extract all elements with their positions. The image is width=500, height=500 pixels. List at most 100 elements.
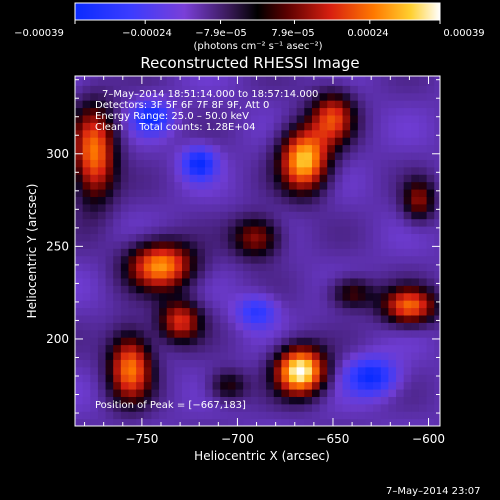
heatmap-cell: [403, 203, 412, 212]
heatmap-cell: [113, 374, 122, 383]
heatmap-cell: [327, 307, 336, 316]
heatmap-cell: [403, 396, 412, 405]
heatmap-cell: [411, 77, 420, 86]
heatmap-cell: [388, 381, 397, 390]
heatmap-cell: [396, 240, 405, 249]
heatmap-cell: [166, 114, 175, 123]
heatmap-cell: [258, 403, 267, 412]
heatmap-cell: [426, 388, 435, 397]
heatmap-cell: [235, 181, 244, 190]
heatmap-cell: [418, 196, 428, 205]
heatmap-cell: [166, 129, 175, 138]
heatmap-cell: [304, 76, 313, 79]
heatmap-cell: [97, 418, 107, 426]
heatmap-cell: [174, 77, 183, 86]
heatmap-cell: [113, 226, 122, 235]
heatmap-cell: [373, 76, 382, 79]
heatmap-cell: [227, 174, 237, 183]
heatmap-cell: [197, 107, 206, 116]
heatmap-cell: [250, 181, 260, 190]
heatmap-cell: [426, 107, 435, 116]
heatmap-cell: [304, 218, 313, 227]
heatmap-cell: [151, 388, 160, 397]
heatmap-cell: [204, 114, 214, 123]
heatmap-cell: [411, 329, 420, 338]
heatmap-cell: [388, 329, 397, 338]
heatmap-cell: [304, 240, 313, 249]
heatmap-cell: [243, 100, 252, 109]
heatmap-cell: [136, 218, 145, 227]
heatmap-cell: [258, 388, 267, 397]
heatmap-cell: [411, 277, 420, 286]
heatmap-cell: [182, 233, 191, 242]
heatmap-cell: [396, 188, 405, 197]
heatmap-cell: [411, 403, 420, 412]
heatmap-cell: [250, 196, 260, 205]
heatmap-cell: [296, 396, 305, 405]
heatmap-cell: [403, 144, 412, 153]
heatmap-cell: [143, 403, 153, 412]
heatmap-cell: [151, 137, 160, 146]
heatmap-cell: [334, 174, 344, 183]
heatmap-cell: [281, 100, 290, 109]
heatmap-cell: [365, 166, 374, 175]
heatmap-cell: [418, 403, 428, 412]
heatmap-cell: [166, 285, 175, 294]
heatmap-cell: [258, 181, 267, 190]
heatmap-cell: [289, 188, 298, 197]
heatmap-cell: [311, 270, 321, 279]
heatmap-cell: [334, 107, 344, 116]
heatmap-cell: [189, 366, 198, 375]
heatmap-cell: [357, 159, 367, 168]
heatmap-cell: [411, 374, 420, 383]
heatmap-cell: [204, 248, 214, 257]
heatmap-cell: [227, 314, 237, 323]
heatmap-cell: [250, 403, 260, 412]
heatmap-cell: [434, 144, 440, 153]
heatmap-cell: [90, 337, 99, 346]
heatmap-cell: [365, 233, 374, 242]
heatmap-cell: [136, 255, 145, 264]
heatmap-cell: [304, 270, 313, 279]
heatmap-cell: [235, 203, 244, 212]
heatmap-cell: [281, 322, 290, 331]
heatmap-cell: [174, 240, 183, 249]
heatmap-cell: [434, 263, 440, 272]
heatmap-cell: [365, 381, 374, 390]
heatmap-cell: [250, 366, 260, 375]
heatmap-cell: [418, 122, 428, 131]
heatmap-cell: [273, 388, 282, 397]
info-clean: Clean Total counts: 1.28E+04: [95, 122, 255, 133]
heatmap-cell: [350, 107, 359, 116]
heatmap-cell: [342, 322, 351, 331]
heatmap-cell: [434, 203, 440, 212]
heatmap-cell: [350, 129, 359, 138]
heatmap-cell: [182, 396, 191, 405]
heatmap-cell: [166, 196, 175, 205]
heatmap-cell: [90, 403, 99, 412]
heatmap-cell: [220, 114, 229, 123]
heatmap-cell: [380, 366, 389, 375]
chart-title: Reconstructed RHESSI Image: [140, 54, 359, 72]
heatmap-cell: [258, 122, 267, 131]
heatmap-cell: [357, 211, 367, 220]
heatmap-cell: [403, 344, 412, 353]
heatmap-cell: [327, 122, 336, 131]
heatmap-cell: [266, 129, 275, 138]
heatmap-cell: [327, 285, 336, 294]
heatmap-cell: [296, 226, 305, 235]
heatmap-cell: [97, 292, 107, 301]
heatmap-cell: [136, 344, 145, 353]
heatmap-cell: [197, 129, 206, 138]
heatmap-cell: [212, 188, 221, 197]
heatmap-cell: [311, 107, 321, 116]
heatmap-cell: [296, 203, 305, 212]
heatmap-cell: [289, 277, 298, 286]
heatmap-cell: [373, 159, 382, 168]
heatmap-cell: [342, 233, 351, 242]
heatmap-cell: [388, 151, 397, 160]
heatmap-cell: [120, 411, 130, 420]
heatmap-cell: [380, 129, 389, 138]
heatmap-cell: [136, 329, 145, 338]
heatmap-cell: [189, 196, 198, 205]
